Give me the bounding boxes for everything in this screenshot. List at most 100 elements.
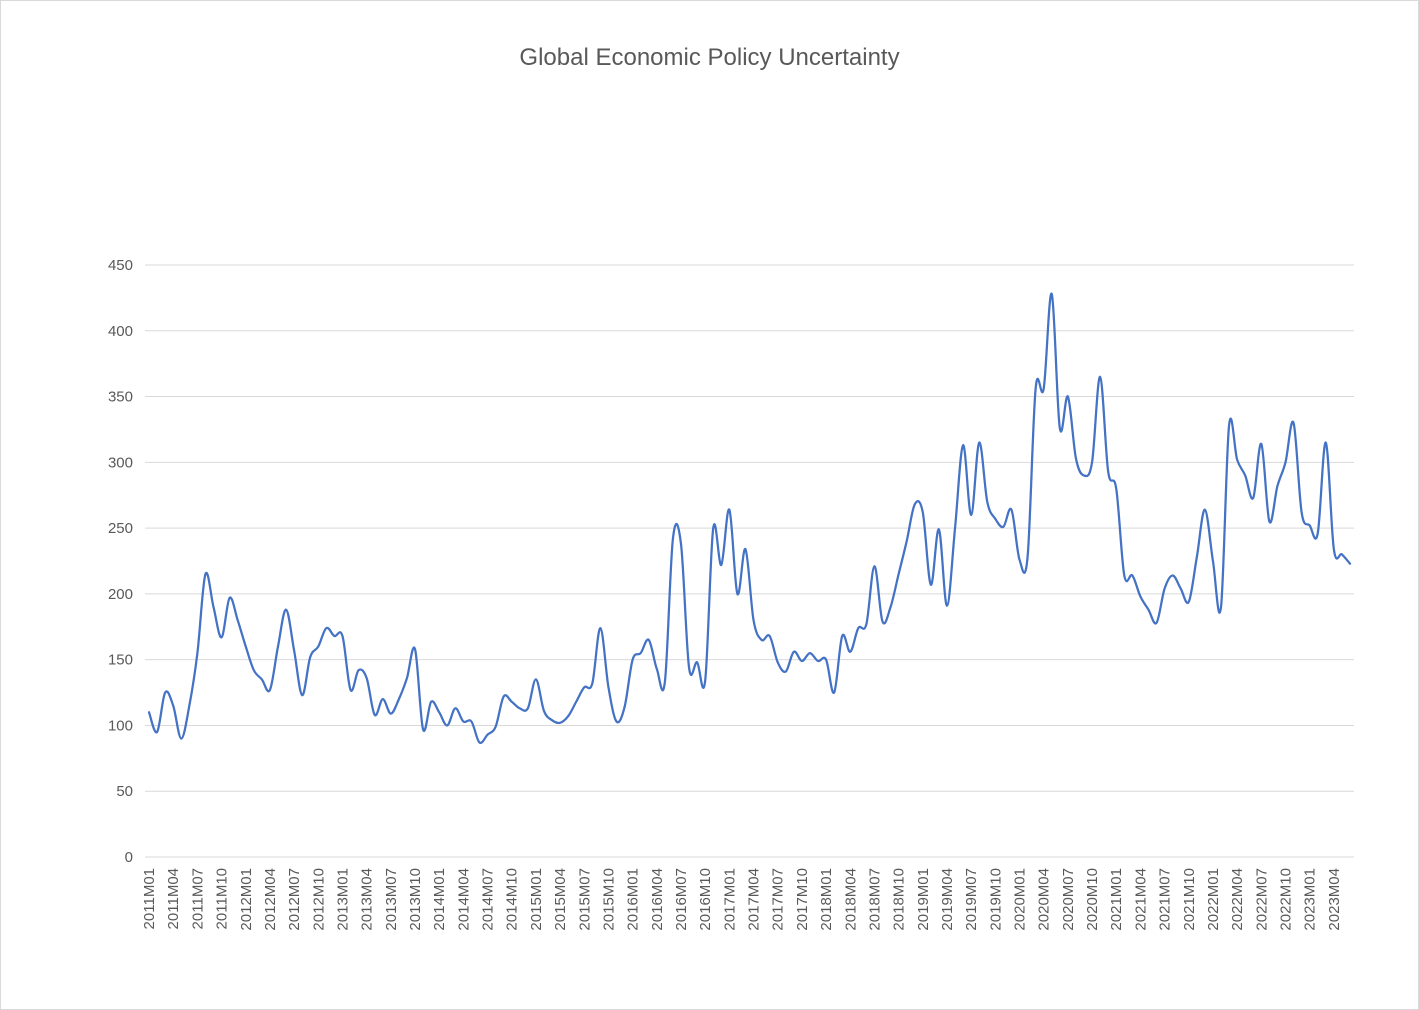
data-point [711,526,715,530]
data-point [187,704,191,708]
data-point [663,680,667,684]
data-point [598,626,602,630]
data-point [623,705,627,709]
data-point [929,583,933,587]
x-tick-label: 2011M01 [141,868,158,929]
data-point [1098,375,1102,379]
data-point [252,668,256,672]
x-tick-label: 2015M07 [576,868,593,931]
x-tick-label: 2019M04 [939,868,956,931]
data-point [1066,395,1070,399]
data-point [1227,424,1231,428]
data-point [864,622,868,626]
x-tick-label: 2020M07 [1060,868,1077,931]
data-point [1340,552,1344,556]
x-tick-label: 2022M04 [1229,868,1246,931]
series-line [147,292,1352,745]
data-point [606,685,610,689]
data-point [1332,547,1336,551]
x-axis: 2011M01 2011M04 2011M07 2011M10 2012M01 2012M… [141,868,1343,931]
data-point [816,659,820,663]
data-point [1316,531,1320,535]
data-point [502,695,506,699]
y-tick-label: 300 [108,454,133,471]
data-point [453,706,457,710]
x-tick-label: 2012M07 [286,868,303,931]
x-tick-label: 2014M07 [480,868,497,931]
x-tick-label: 2020M10 [1084,868,1101,931]
data-point [228,596,232,600]
data-point [1050,292,1054,296]
data-point [558,721,562,725]
data-point [1179,587,1183,591]
data-point [1292,421,1296,425]
data-point [1283,460,1287,464]
data-point [381,697,385,701]
y-axis: 0 50 100 150 200 250 300 350 400 450 [108,257,133,866]
data-point [1211,559,1215,563]
x-tick-label: 2020M01 [1012,868,1029,931]
data-point [308,655,312,659]
x-tick-label: 2016M04 [649,868,666,931]
y-tick-label: 150 [108,652,133,669]
data-point [163,691,167,695]
data-point [179,737,183,741]
y-tick-label: 250 [108,520,133,537]
data-point [477,741,481,745]
data-point [1074,456,1078,460]
data-point [969,513,973,517]
data-point [639,651,643,655]
data-point [961,443,965,447]
data-point [526,706,530,710]
data-point [671,537,675,541]
data-point [792,650,796,654]
data-point [1026,555,1030,559]
data-point [445,723,449,727]
y-tick-label: 400 [108,323,133,340]
data-point [703,679,707,683]
data-point [768,634,772,638]
data-point [687,666,691,670]
data-point [461,720,465,724]
y-tick-label: 100 [108,717,133,734]
data-point [590,681,594,685]
data-point [897,572,901,576]
y-tick-label: 200 [108,586,133,603]
x-tick-label: 2017M10 [794,868,811,931]
data-point [880,620,884,624]
data-point [155,730,159,734]
data-point [856,626,860,630]
data-point [1009,508,1013,512]
x-tick-label: 2013M04 [359,868,376,931]
data-point [1058,426,1062,430]
data-point [534,677,538,681]
data-point [977,441,981,445]
data-point [1122,573,1126,577]
data-point [389,712,393,716]
data-point [937,527,941,531]
x-tick-label: 2015M04 [552,868,569,931]
data-point [469,720,473,724]
y-tick-label: 0 [125,849,133,866]
x-tick-label: 2021M10 [1181,868,1198,931]
data-point [1001,525,1005,529]
x-tick-label: 2022M07 [1253,868,1270,931]
data-point [727,508,731,512]
data-point [615,720,619,724]
data-point [300,693,304,697]
data-point [1155,621,1159,625]
x-tick-label: 2019M10 [987,868,1004,931]
data-point [760,638,764,642]
data-point [212,605,216,609]
data-point [1275,484,1279,488]
data-point [1251,496,1255,500]
data-point [324,626,328,630]
x-tick-label: 2013M01 [334,868,351,931]
data-point [1163,587,1167,591]
x-tick-label: 2011M07 [189,868,206,929]
x-tick-label: 2014M04 [455,868,472,931]
data-point [292,648,296,652]
data-point [647,638,651,642]
data-point [784,670,788,674]
y-tick-label: 350 [108,389,133,406]
